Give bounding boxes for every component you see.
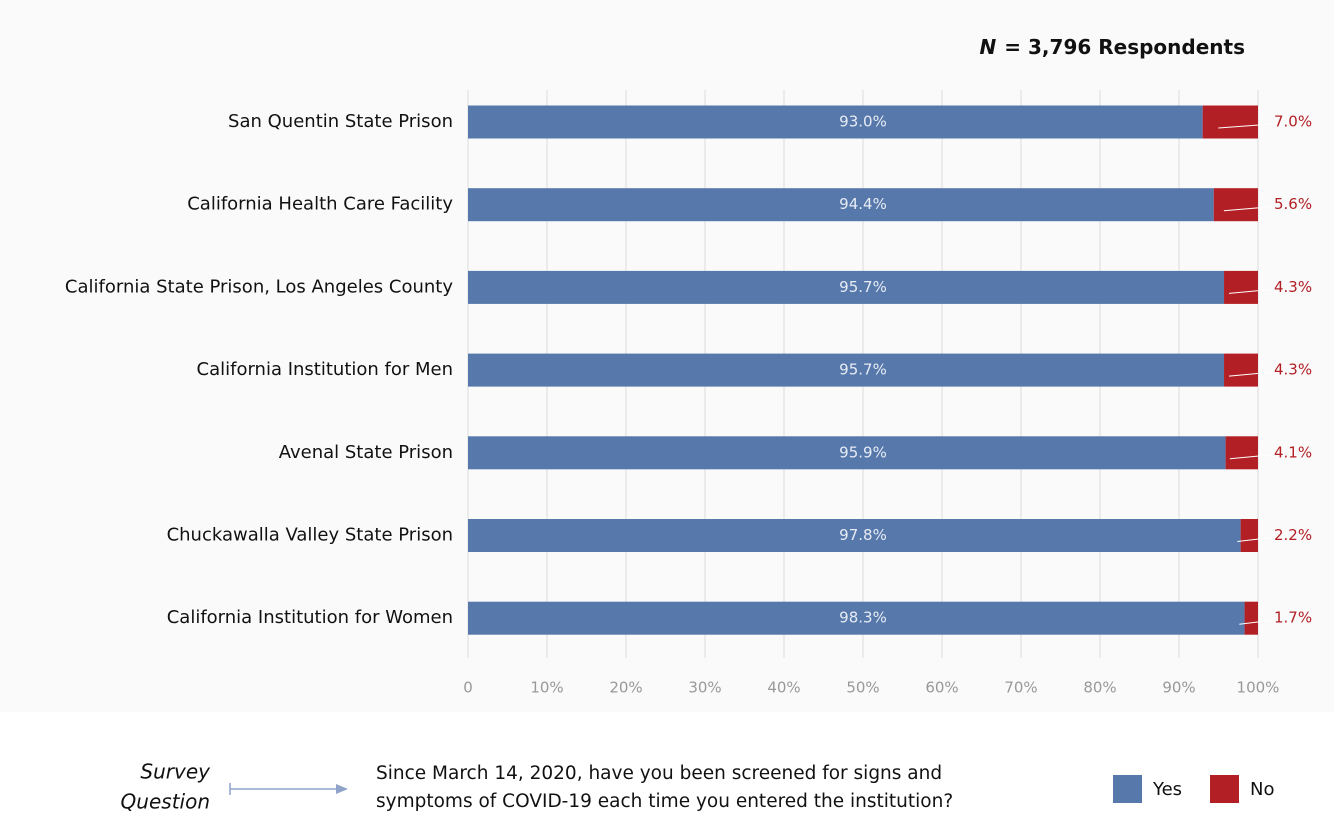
legend-label: Yes	[1152, 779, 1182, 800]
value-label: 4.3%	[1274, 278, 1312, 296]
leader-line	[1223, 206, 1273, 212]
value-label: 95.7%	[839, 361, 887, 379]
x-tick-label: 0	[463, 679, 473, 697]
note-variable: N	[980, 35, 997, 59]
legend-label: No	[1250, 779, 1274, 800]
value-label: 95.9%	[839, 443, 887, 461]
category-label: California Health Care Facility	[187, 194, 453, 215]
value-label: 4.3%	[1274, 361, 1312, 379]
x-tick-label: 80%	[1083, 679, 1116, 697]
note-text: = 3,796 Respondents	[1004, 35, 1245, 59]
bar-segment	[468, 436, 1226, 470]
leader-line	[1237, 537, 1273, 542]
x-tick-label: 30%	[688, 679, 721, 697]
bar-segment	[1213, 188, 1258, 222]
category-label: Chuckawalla Valley State Prison	[167, 525, 453, 546]
leader-line	[1218, 123, 1273, 129]
leader-line	[1239, 619, 1273, 625]
leader-line	[1228, 371, 1273, 377]
category-label: California Institution for Men	[197, 359, 454, 380]
bar-segment	[468, 270, 1225, 304]
bar-segment	[1225, 436, 1258, 470]
value-label: 95.7%	[839, 278, 887, 296]
bar-segment	[468, 188, 1214, 222]
bar-segment	[1202, 105, 1258, 139]
value-label: 7.0%	[1274, 113, 1312, 131]
bar-segment	[468, 601, 1245, 635]
x-tick-label: 10%	[530, 679, 563, 697]
value-label: 98.3%	[839, 609, 887, 627]
value-label: 4.1%	[1274, 443, 1312, 461]
value-label: 93.0%	[839, 113, 887, 131]
sample-note: N = 3,796 Respondents	[980, 35, 1245, 59]
value-label: 97.8%	[839, 526, 887, 544]
x-tick-label: 40%	[767, 679, 800, 697]
bar-segment	[1224, 270, 1258, 304]
arrow-head	[336, 784, 348, 794]
bar-segment	[1240, 519, 1258, 552]
value-label: 2.2%	[1274, 526, 1312, 544]
leader-line	[1228, 288, 1273, 294]
category-label: California Institution for Women	[167, 607, 453, 628]
category-label: California State Prison, Los Angeles Cou…	[65, 276, 453, 297]
x-tick-label: 20%	[609, 679, 642, 697]
survey-label: Question	[121, 790, 210, 814]
bar-segment	[468, 353, 1225, 387]
question-text: symptoms of COVID-19 each time you enter…	[376, 791, 953, 812]
category-label: San Quentin State Prison	[228, 111, 453, 132]
survey-label: Survey	[140, 760, 211, 784]
bar-segment	[1244, 601, 1258, 635]
value-label: 94.4%	[839, 195, 887, 213]
bar-segment	[1224, 353, 1258, 387]
question-text: Since March 14, 2020, have you been scre…	[376, 763, 942, 784]
x-tick-label: 90%	[1162, 679, 1195, 697]
category-label: Avenal State Prison	[279, 442, 453, 463]
bar-segment	[468, 105, 1203, 139]
x-tick-label: 50%	[846, 679, 879, 697]
leader-line	[1229, 454, 1273, 460]
legend-swatch	[1113, 775, 1142, 803]
value-label: 1.7%	[1274, 609, 1312, 627]
x-tick-label: 70%	[1004, 679, 1037, 697]
value-label: 5.6%	[1274, 195, 1312, 213]
legend-swatch	[1210, 775, 1239, 803]
x-tick-label: 100%	[1237, 679, 1280, 697]
bar-segment	[468, 519, 1241, 552]
x-tick-label: 60%	[925, 679, 958, 697]
